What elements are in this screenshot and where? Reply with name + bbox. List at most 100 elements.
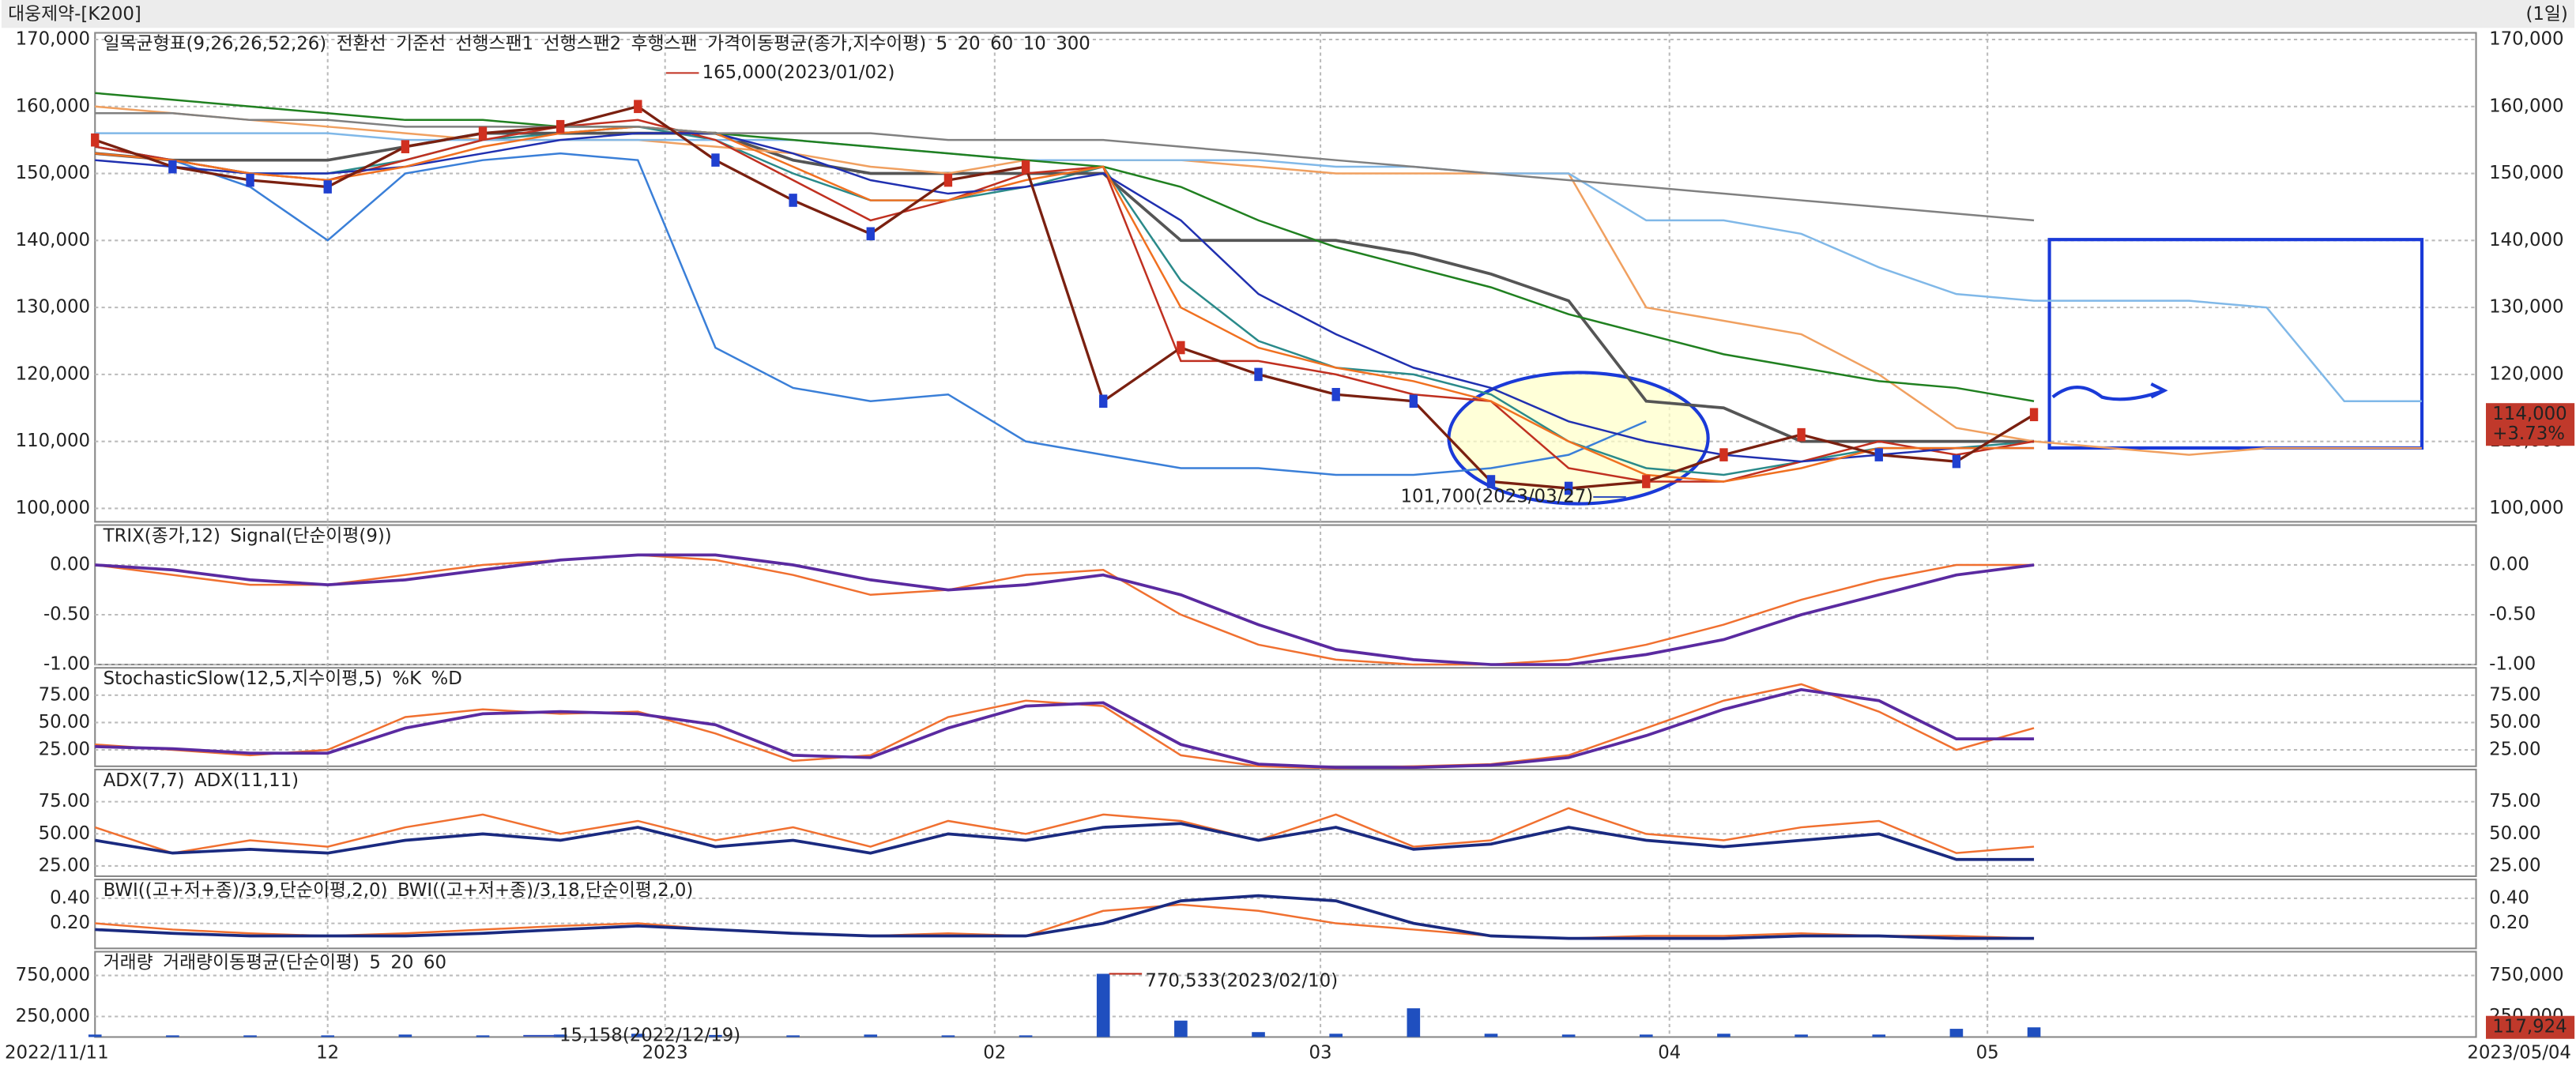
legend-entry: 60 xyxy=(424,953,446,973)
legend-entry: 60 xyxy=(990,34,1013,55)
volume-bar xyxy=(553,1034,567,1037)
y-tick-label-right: 120,000 xyxy=(2489,363,2563,384)
price-marker xyxy=(91,133,100,147)
start-date: 2022/11/11 xyxy=(5,1043,109,1064)
price-marker xyxy=(1564,481,1573,495)
price-marker xyxy=(866,227,875,241)
y-tick-label-right: -0.50 xyxy=(2489,604,2536,625)
y-tick-label-right: 0.00 xyxy=(2489,554,2529,574)
panel xyxy=(94,768,2477,877)
price-marker xyxy=(1099,394,1108,408)
price-marker xyxy=(1797,427,1806,442)
volume-bar xyxy=(1949,1029,1964,1037)
y-tick-label-right: 25.00 xyxy=(2489,740,2540,760)
series-line xyxy=(95,553,2035,666)
y-tick-label-right: 0.20 xyxy=(2489,913,2529,933)
legend-entry: ADX(11,11) xyxy=(194,770,299,791)
arrow xyxy=(2051,386,2165,401)
price-marker xyxy=(1409,394,1418,408)
y-tick-label: -0.50 xyxy=(43,604,90,625)
legend-entry: %K xyxy=(392,668,422,689)
price-marker xyxy=(2029,408,2039,422)
y-tick-label: 75.00 xyxy=(39,684,90,705)
volume-bar xyxy=(1639,1034,1653,1037)
x-tick-label: 2023 xyxy=(642,1043,688,1064)
series-line xyxy=(95,145,1647,476)
y-tick-label: 120,000 xyxy=(16,363,90,384)
x-tick-label: 03 xyxy=(1309,1043,1332,1064)
price-marker xyxy=(555,119,565,134)
y-tick-label-right: 130,000 xyxy=(2489,297,2563,318)
price-marker xyxy=(478,126,488,141)
price-marker xyxy=(1952,454,1961,469)
y-tick-label-right: 150,000 xyxy=(2489,163,2563,183)
y-tick-label: 0.40 xyxy=(50,887,90,908)
legend-entry: Signal(단순이평(9)) xyxy=(230,526,391,547)
legend-entry: 5 xyxy=(936,34,948,55)
annotation: 165,000(2023/01/02) xyxy=(702,62,895,83)
series-line xyxy=(95,903,2035,939)
legend-entry: %D xyxy=(431,668,462,689)
legend-entry: BWI((고+저+종)/3,9,단순이평,2,0) xyxy=(104,880,388,901)
y-tick-label: 140,000 xyxy=(16,230,90,250)
last-label: 117,924 xyxy=(2492,1017,2567,1037)
last-label: 114,000 xyxy=(2492,404,2567,424)
series-line xyxy=(94,822,2035,861)
series-line xyxy=(94,104,2035,490)
y-tick-label-right: 75.00 xyxy=(2489,684,2540,705)
series-line xyxy=(95,126,2035,483)
legend-entry: 300 xyxy=(1056,34,1090,55)
volume-bar xyxy=(941,1035,955,1037)
y-tick-label-right: 25.00 xyxy=(2489,855,2540,875)
legend-entry: TRIX(종가,12) xyxy=(103,526,220,547)
price-marker xyxy=(1177,341,1185,355)
y-tick-label: 0.00 xyxy=(50,554,90,574)
x-tick-label: 12 xyxy=(316,1043,339,1064)
series-line xyxy=(95,105,2422,456)
y-tick-label: 150,000 xyxy=(16,163,90,183)
legend-entry: StochasticSlow(12,5,지수이평,5) xyxy=(104,668,382,689)
volume-bar xyxy=(1717,1033,1731,1037)
legend-entry: 10 xyxy=(1023,34,1046,55)
y-tick-label: 25.00 xyxy=(39,855,90,875)
title-bar xyxy=(1,0,2575,28)
price-marker xyxy=(323,180,332,194)
y-tick-label: -1.00 xyxy=(43,654,90,675)
series-line xyxy=(95,126,2035,476)
panel xyxy=(94,879,2477,950)
highlight-box xyxy=(2047,238,2424,450)
volume-bar xyxy=(476,1035,490,1037)
volume-bar xyxy=(1795,1034,1808,1037)
price-marker xyxy=(1719,448,1728,461)
price-marker xyxy=(168,160,177,174)
price-marker xyxy=(943,173,953,187)
panel xyxy=(94,951,2477,1038)
y-tick-label-right: 100,000 xyxy=(2489,498,2563,518)
series-line xyxy=(95,683,2035,770)
legend-entry: 선행스팬2 xyxy=(544,34,622,55)
end-date: 2023/05/04 xyxy=(2467,1043,2571,1064)
series-line xyxy=(95,132,2035,463)
volume-bar xyxy=(321,1035,335,1037)
volume-bar xyxy=(1484,1033,1498,1037)
price-marker xyxy=(246,173,254,187)
y-tick-label: 50.00 xyxy=(39,712,90,732)
panel xyxy=(94,524,2477,666)
y-tick-label-right: 0.40 xyxy=(2489,887,2529,908)
y-tick-label: 0.20 xyxy=(50,913,90,933)
y-tick-label: 250,000 xyxy=(16,1006,90,1026)
volume-bar xyxy=(1561,1034,1576,1037)
volume-bar xyxy=(1872,1034,1886,1037)
legend-entry: 거래량이동평균(단순이평) xyxy=(163,953,360,973)
x-tick-label: 04 xyxy=(1658,1043,1681,1064)
y-tick-label: 160,000 xyxy=(16,96,90,116)
legend-entry: ADX(7,7) xyxy=(104,770,185,791)
x-tick-label: 05 xyxy=(1976,1043,1999,1064)
period: (1일) xyxy=(2525,4,2567,24)
legend-entry: 전환선 xyxy=(337,34,386,55)
legend-entry: 5 xyxy=(369,953,381,973)
y-tick-label: 170,000 xyxy=(16,29,90,50)
y-tick-label: 750,000 xyxy=(16,965,90,985)
legend-entry: 일목균형표(9,26,26,52,26) xyxy=(104,34,327,55)
